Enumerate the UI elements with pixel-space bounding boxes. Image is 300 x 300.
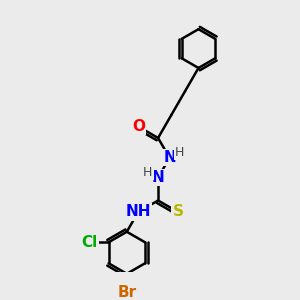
Text: N: N xyxy=(163,150,176,165)
Text: N: N xyxy=(152,170,164,185)
Text: H: H xyxy=(175,146,184,159)
Text: S: S xyxy=(172,204,183,219)
Text: H: H xyxy=(143,166,152,179)
Text: O: O xyxy=(132,119,145,134)
Text: NH: NH xyxy=(125,204,151,219)
Text: Cl: Cl xyxy=(82,235,98,250)
Text: Br: Br xyxy=(117,285,136,300)
